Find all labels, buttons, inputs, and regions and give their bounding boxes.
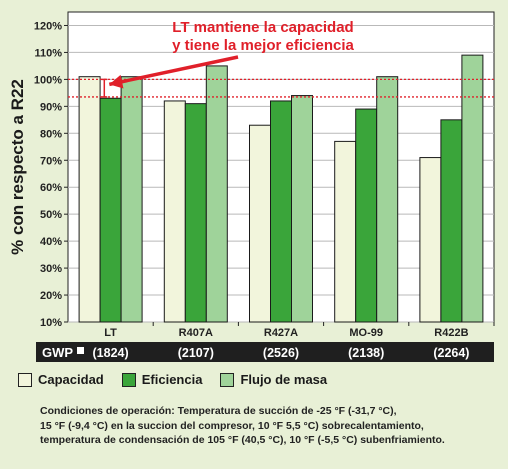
bar-eficiencia — [99, 97, 122, 323]
bar-capacidad — [419, 157, 442, 323]
y-tick-label: 40% — [40, 236, 62, 248]
gwp-value: (2526) — [263, 346, 299, 360]
chart: 10% 20% 30% 40% 50% 60% 70% 80% 90% 100% 110% 120%%… — [8, 11, 495, 362]
bar-eficiencia — [440, 119, 463, 323]
operating-conditions-note: Condiciones de operación: Temperatura de… — [40, 404, 500, 448]
y-tick-label: 70% — [40, 155, 62, 167]
legend-swatch-flujo — [220, 372, 235, 387]
legend-item-flujo: Flujo de masa — [220, 372, 327, 387]
annotation-arrow — [108, 55, 239, 87]
footnote-line-2: 15 °F (-9,4 °C) en la succion del compre… — [40, 419, 424, 432]
legend-item-eficiencia: Eficiencia — [121, 372, 203, 387]
bar-capacidad — [78, 76, 101, 323]
y-axis-label: % con respecto a R22 — [8, 79, 27, 255]
y-tick-label: 30% — [40, 263, 62, 275]
y-tick-label: 80% — [40, 128, 62, 140]
bar-flujo-de-masa — [205, 65, 228, 323]
gwp-band — [36, 342, 494, 362]
gwp-value: (2107) — [178, 346, 214, 360]
legend-swatch-capacidad — [18, 372, 32, 387]
gwp-marker — [77, 347, 84, 354]
bar-flujo-de-masa — [376, 76, 399, 323]
bar-flujo-de-masa — [291, 95, 313, 323]
annotation-line-1: LT mantiene la capacidad — [172, 19, 353, 36]
legend-label-eficiencia: Eficiencia — [141, 372, 203, 387]
bar-capacidad — [249, 124, 271, 323]
gwp-value: (2264) — [433, 346, 469, 360]
x-tick-label: MO-99 — [349, 327, 383, 339]
y-tick-label: 60% — [40, 182, 62, 194]
bar-flujo-de-masa — [461, 54, 484, 323]
x-tick-label: R427A — [264, 327, 298, 339]
bar-eficiencia — [184, 103, 207, 323]
legend-label-flujo: Flujo de masa — [240, 372, 328, 387]
x-tick-label: LT — [104, 327, 117, 339]
legend-item-capacidad: Capacidad — [18, 372, 104, 387]
y-tick-label: 100% — [34, 74, 62, 86]
gwp-value: (1824) — [93, 346, 129, 360]
bar-capacidad — [163, 100, 186, 323]
x-tick-label: R422B — [434, 327, 468, 339]
annotation-line-2: y tiene la mejor eficiencia — [172, 37, 354, 54]
y-tick-label: 10% — [40, 317, 62, 329]
bar-flujo-de-masa — [120, 76, 143, 323]
gwp-value: (2138) — [348, 346, 384, 360]
bar-capacidad — [334, 140, 357, 323]
legend-label-capacidad: Capacidad — [38, 372, 104, 387]
y-tick-label: 20% — [40, 290, 62, 302]
footnote-line-1: Condiciones de operación: Temperatura de… — [40, 405, 397, 417]
y-tick-label: 50% — [40, 209, 62, 221]
y-tick-label: 90% — [40, 101, 62, 113]
gwp-label: GWP — [42, 345, 73, 360]
legend-swatch-eficiencia — [121, 372, 136, 387]
bar-eficiencia — [270, 100, 292, 323]
y-tick-label: 120% — [34, 20, 62, 32]
footnote-line-3: temperatura de condensación de 105 °F (4… — [40, 434, 445, 446]
legend: Capacidad Eficiencia Flujo de masa — [18, 372, 327, 387]
x-tick-label: R407A — [179, 327, 213, 339]
bar-eficiencia — [355, 108, 378, 323]
annotation-arrowhead — [109, 74, 124, 89]
y-tick-label: 110% — [34, 47, 62, 59]
